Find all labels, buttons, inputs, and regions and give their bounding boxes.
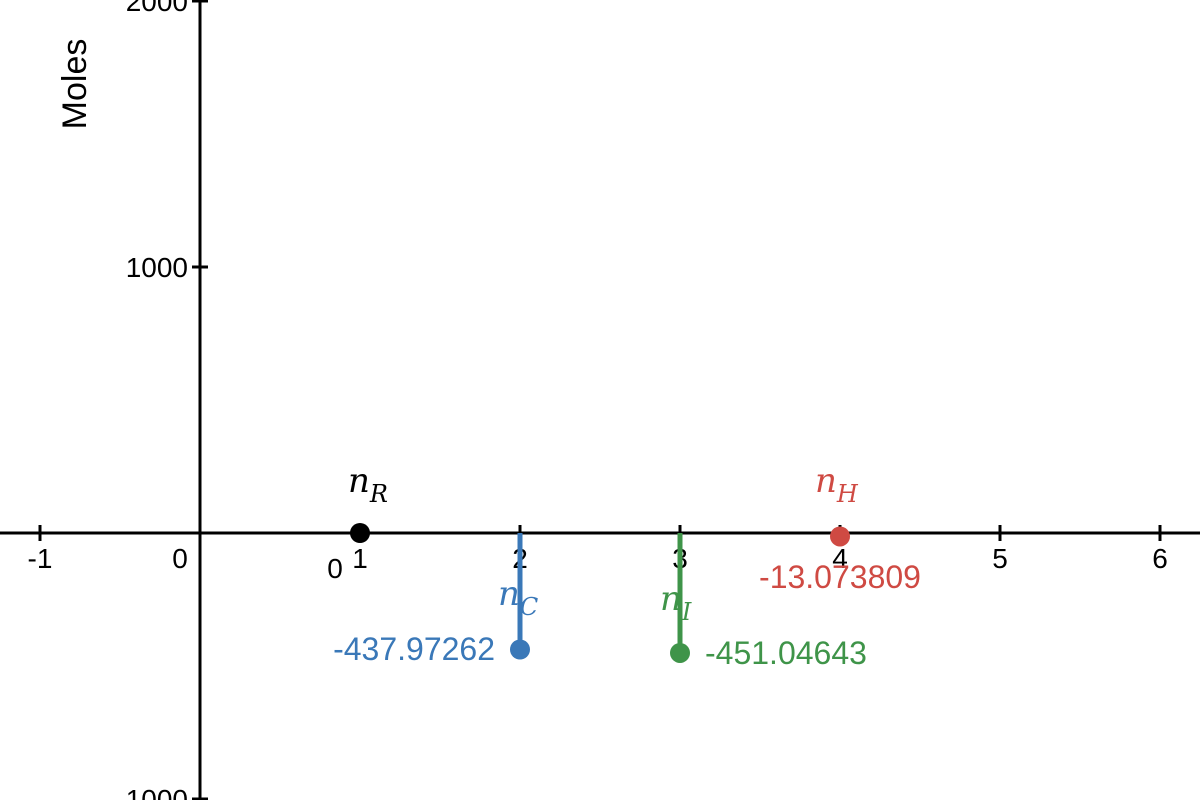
point-name-sub: H bbox=[836, 480, 859, 508]
point-r bbox=[350, 523, 370, 543]
point-name-i: nI bbox=[660, 579, 692, 626]
point-name-sub: C bbox=[520, 593, 538, 621]
point-name-base: n bbox=[498, 574, 520, 614]
point-h bbox=[830, 526, 850, 547]
x-tick-label: 6 bbox=[1152, 543, 1168, 574]
origin-label: 0 bbox=[327, 553, 343, 584]
point-name-sub: R bbox=[369, 480, 388, 508]
x-tick-label: 5 bbox=[992, 543, 1008, 574]
point-name-r: nR bbox=[348, 461, 388, 508]
value-label-h: -13.073809 bbox=[759, 559, 921, 595]
x-tick-label: 1 bbox=[352, 543, 368, 574]
y-axis-label: Moles bbox=[56, 39, 94, 130]
y-tick-label: 2000 bbox=[126, 0, 188, 17]
point-c bbox=[510, 639, 530, 660]
x-tick-label: -1 bbox=[28, 543, 53, 574]
point-name-c: nC bbox=[498, 574, 538, 621]
points bbox=[350, 523, 850, 663]
point-name-base: n bbox=[660, 579, 682, 619]
y-tick-label: -1000 bbox=[116, 784, 188, 800]
point-name-sub: I bbox=[681, 598, 692, 626]
value-label-i: -451.04643 bbox=[705, 635, 867, 671]
y-tick-label: 1000 bbox=[126, 252, 188, 283]
x-tick-label: 4 bbox=[832, 543, 848, 574]
value-label-c: -437.97262 bbox=[333, 631, 495, 667]
stems bbox=[517, 533, 683, 653]
origin-label: 0 bbox=[172, 543, 188, 574]
point-name-base: n bbox=[348, 461, 370, 501]
point-name-base: n bbox=[815, 461, 837, 501]
point-name-h: nH bbox=[815, 461, 859, 508]
point-i bbox=[670, 642, 690, 663]
